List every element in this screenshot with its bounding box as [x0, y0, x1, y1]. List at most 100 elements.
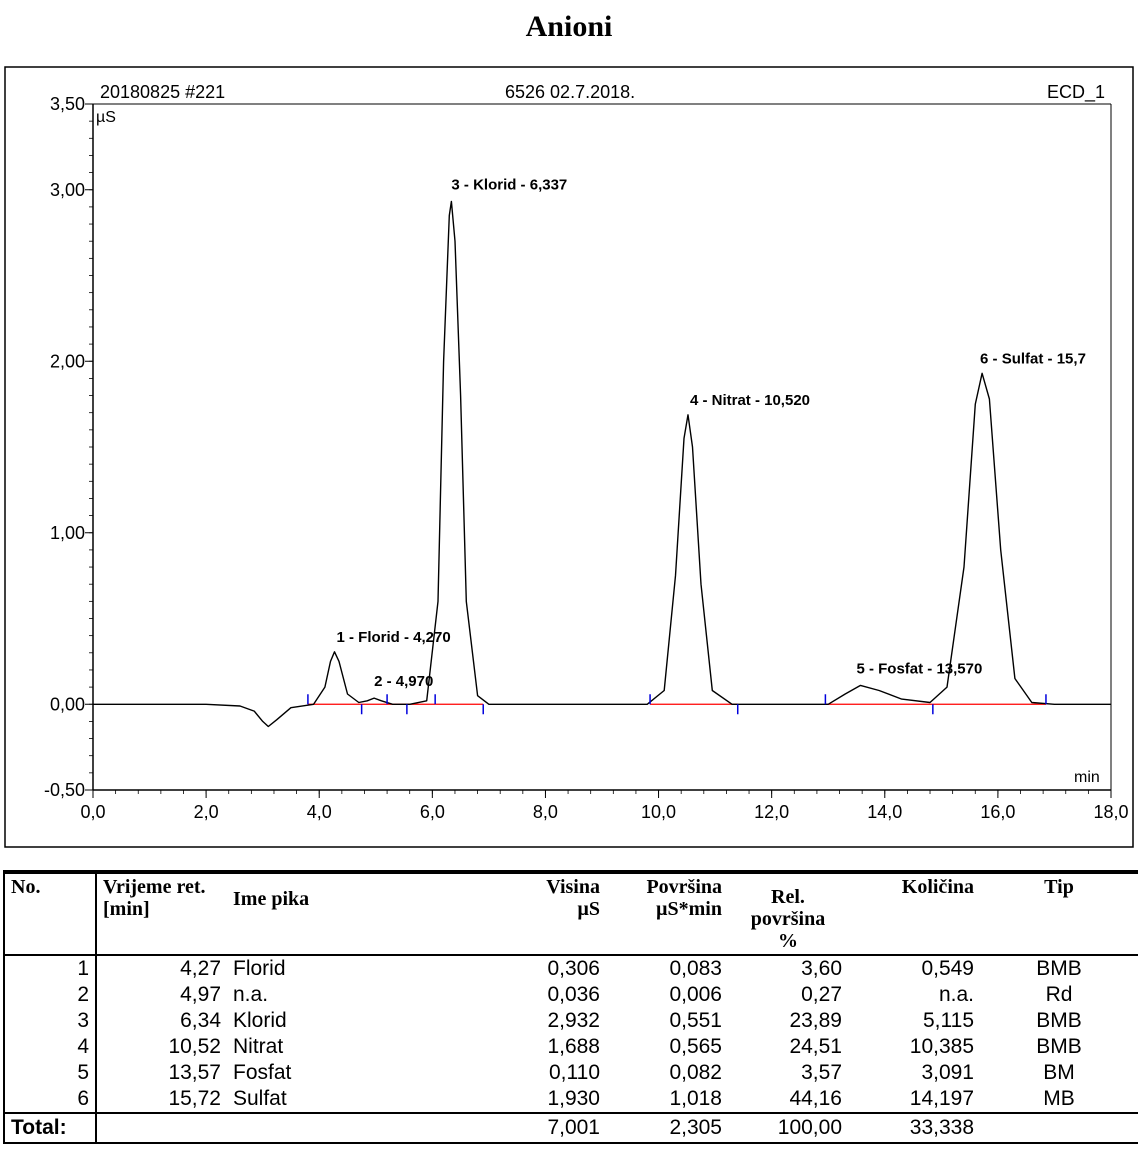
cell-amount: 0,549 — [921, 957, 974, 980]
cell-rel-area: 0,27 — [801, 983, 842, 1006]
total-label: Total: — [3, 1112, 97, 1144]
peak-label: 3 - Klorid - 6,337 — [451, 176, 567, 193]
cell-amount: n.a. — [938, 983, 974, 1006]
y-axis: -0,50 0,00 1,00 2,00 3,00 3,50 — [44, 94, 93, 800]
cell-amount: 5,115 — [923, 1009, 974, 1032]
table-row: 1 4,27 Florid 0,306 0,083 3,60 0,549 BMB — [3, 955, 1138, 982]
cell-no: 5 — [3, 1060, 97, 1086]
total-empty-name — [227, 1112, 474, 1144]
x-tick-label: 4,0 — [307, 802, 332, 822]
table-row: 5 13,57 Fosfat 0,110 0,082 3,57 3,091 BM — [3, 1060, 1138, 1086]
cell-area: 0,565 — [669, 1035, 722, 1058]
cell-peak-name: n.a. — [233, 983, 269, 1006]
cell-rel-area: 24,51 — [789, 1035, 842, 1058]
x-axis: 0,0 2,0 4,0 6,0 8,0 10,0 12,0 14,0 16,0 18,0 — [80, 790, 1129, 822]
header-peak-name: Ime pika — [233, 888, 310, 910]
cell-rel-area: 3,60 — [801, 957, 842, 980]
cell-type: MB — [1043, 1087, 1075, 1110]
cell-height: 1,930 — [547, 1087, 600, 1110]
cell-rel-area: 23,89 — [789, 1009, 842, 1032]
y-tick-label: -0,50 — [44, 780, 85, 800]
header-amount: Količina — [901, 876, 974, 898]
header-retention-time: Vrijeme ret. [min] — [103, 876, 206, 920]
chart-header-left: 20180825 #221 — [100, 82, 225, 102]
peak-labels: 1 - Florid - 4,270 2 - 4,970 3 - Klorid - … — [336, 176, 1085, 690]
cell-retention-time: 13,57 — [168, 1061, 221, 1084]
cell-amount: 3,091 — [921, 1061, 974, 1084]
x-tick-label: 10,0 — [641, 802, 676, 822]
table-row: 2 4,97 n.a. 0,036 0,006 0,27 n.a. Rd — [3, 982, 1138, 1008]
x-tick-label: 12,0 — [754, 802, 789, 822]
y-axis-unit: µS — [96, 109, 116, 126]
cell-peak-name: Fosfat — [233, 1061, 292, 1084]
header-area: Površina µS*min — [646, 876, 722, 920]
cell-no: 1 — [3, 955, 97, 982]
chromatogram-chart: 20180825 #221 6526 02.7.2018. ECD_1 µS m… — [4, 66, 1134, 848]
cell-area: 1,018 — [669, 1087, 722, 1110]
peak-results-table: No. Vrijeme ret. [min] Ime pika Visina µS … — [3, 870, 1138, 1144]
chart-outer-frame — [4, 66, 1134, 848]
cell-retention-time: 6,34 — [180, 1009, 221, 1032]
peak-label: 2 - 4,970 — [374, 673, 433, 690]
x-tick-label: 6,0 — [420, 802, 445, 822]
x-tick-label: 2,0 — [194, 802, 219, 822]
table-row: 3 6,34 Klorid 2,932 0,551 23,89 5,115 BM… — [3, 1008, 1138, 1034]
cell-amount: 10,385 — [909, 1035, 974, 1058]
x-axis-unit: min — [1074, 769, 1100, 786]
cell-no: 2 — [3, 982, 97, 1008]
header-rel-area: Rel. površina% — [750, 886, 826, 952]
cell-height: 0,110 — [549, 1061, 600, 1084]
cell-retention-time: 15,72 — [168, 1087, 221, 1110]
cell-area: 0,082 — [669, 1061, 722, 1084]
total-height: 7,001 — [474, 1112, 606, 1144]
y-tick-label: 0,00 — [50, 694, 85, 714]
peak-label: 5 - Fosfat - 13,570 — [856, 660, 982, 677]
header-no: No. — [3, 872, 97, 955]
cell-no: 3 — [3, 1008, 97, 1034]
y-tick-label: 3,00 — [50, 180, 85, 200]
y-tick-label: 2,00 — [50, 351, 85, 371]
plot-frame — [92, 103, 1112, 791]
integration-marks — [307, 694, 1047, 715]
total-area: 2,305 — [606, 1112, 728, 1144]
cell-peak-name: Klorid — [233, 1009, 287, 1032]
total-empty-rt — [96, 1112, 227, 1144]
x-tick-label: 14,0 — [867, 802, 902, 822]
x-tick-label: 16,0 — [980, 802, 1015, 822]
y-tick-label: 1,00 — [50, 523, 85, 543]
cell-peak-name: Sulfat — [233, 1087, 287, 1110]
cell-height: 2,932 — [547, 1009, 600, 1032]
page-title: Anioni — [525, 10, 613, 43]
cell-height: 1,688 — [547, 1035, 600, 1058]
cell-type: BMB — [1036, 1035, 1082, 1058]
x-tick-label: 18,0 — [1093, 802, 1128, 822]
cell-height: 0,036 — [547, 983, 600, 1006]
chart-header-center: 6526 02.7.2018. — [505, 82, 635, 102]
cell-peak-name: Nitrat — [233, 1035, 284, 1058]
cell-type: BMB — [1036, 1009, 1082, 1032]
header-type: Tip — [1044, 876, 1074, 898]
table-row: 6 15,72 Sulfat 1,930 1,018 44,16 14,197 … — [3, 1086, 1138, 1113]
cell-height: 0,306 — [547, 957, 600, 980]
cell-type: BMB — [1036, 957, 1082, 980]
peak-label: 6 - Sulfat - 15,7 — [980, 350, 1086, 367]
cell-amount: 14,197 — [909, 1087, 974, 1110]
table-total-row: Total: 7,001 2,305 100,00 33,338 — [3, 1112, 1138, 1144]
cell-no: 4 — [3, 1034, 97, 1060]
cell-retention-time: 4,97 — [180, 983, 221, 1006]
total-rel-area: 100,00 — [728, 1112, 848, 1144]
chromatogram-trace-group — [93, 200, 1111, 728]
chromatogram-trace — [93, 200, 1111, 728]
table-row: 4 10,52 Nitrat 1,688 0,565 24,51 10,385 … — [3, 1034, 1138, 1060]
total-empty-type — [980, 1112, 1138, 1144]
x-tick-label: 8,0 — [533, 802, 558, 822]
table-header-row: No. Vrijeme ret. [min] Ime pika Visina µS … — [3, 872, 1138, 955]
cell-type: BM — [1043, 1061, 1075, 1084]
cell-type: Rd — [1045, 983, 1073, 1006]
peak-label: 1 - Florid - 4,270 — [336, 629, 450, 646]
cell-area: 0,006 — [669, 983, 722, 1006]
total-amount: 33,338 — [848, 1112, 980, 1144]
cell-retention-time: 10,52 — [168, 1035, 221, 1058]
chart-header-right: ECD_1 — [1047, 82, 1105, 103]
cell-no: 6 — [3, 1086, 97, 1113]
